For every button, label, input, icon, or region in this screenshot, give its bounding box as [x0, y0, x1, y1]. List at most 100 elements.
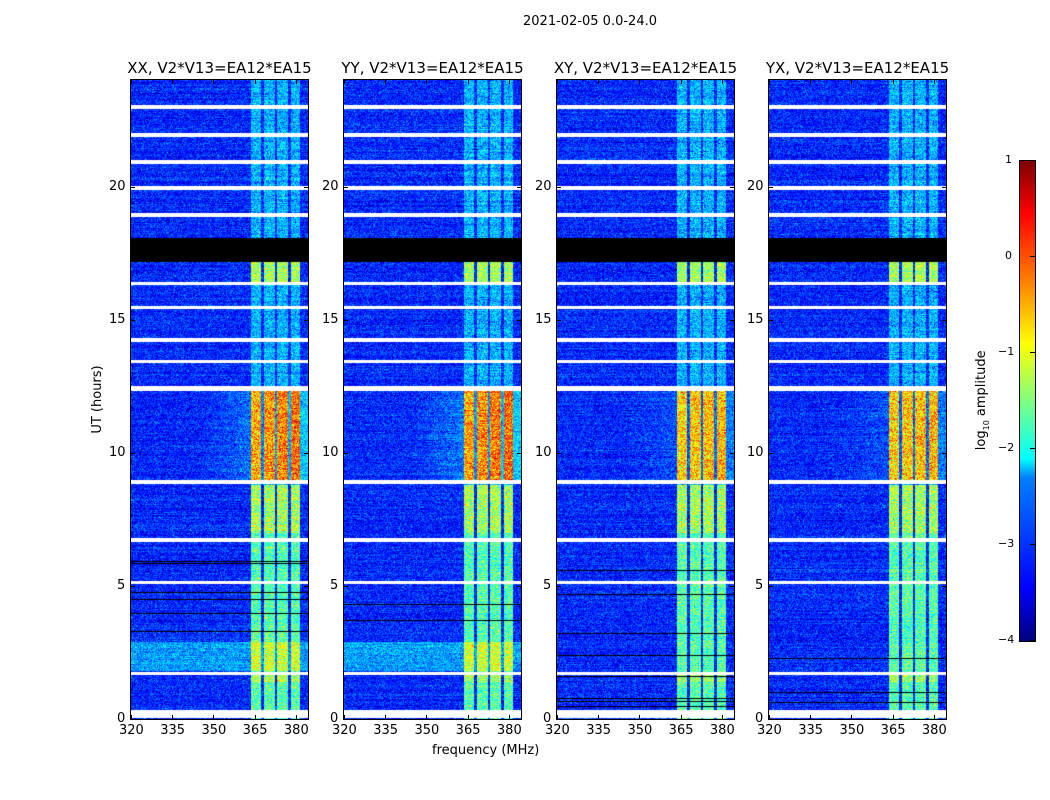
y-tick-label: 5	[117, 577, 126, 593]
x-tick-mark	[721, 715, 723, 719]
x-tick-label: 350	[839, 723, 865, 738]
y-tick-mark-right	[730, 319, 734, 321]
x-tick-mark-top	[467, 80, 469, 84]
y-tick-mark-right	[304, 452, 308, 454]
x-tick-label: 350	[627, 723, 653, 738]
x-tick-label: 380	[709, 723, 735, 738]
y-tick-label: 0	[543, 711, 552, 726]
y-tick-label: 5	[543, 577, 552, 593]
x-tick-mark	[851, 715, 853, 719]
x-tick-mark-top	[933, 80, 935, 84]
x-tick-mark-top	[385, 80, 387, 84]
x-tick-mark-top	[254, 80, 256, 84]
y-tick-label: 15	[747, 311, 764, 327]
y-tick-mark-right	[517, 719, 521, 720]
y-tick-mark	[769, 719, 773, 720]
colorbar-tick-label: −4	[998, 633, 1015, 646]
x-tick-mark	[810, 715, 812, 719]
x-tick-mark	[426, 715, 428, 719]
x-tick-mark	[213, 715, 215, 719]
y-tick-mark-right	[517, 452, 521, 454]
y-tick-mark	[557, 585, 561, 587]
y-tick-mark	[769, 585, 773, 587]
y-tick-mark-right	[517, 186, 521, 188]
x-tick-mark-top	[172, 80, 174, 84]
x-tick-mark-top	[344, 80, 345, 84]
y-tick-label: 10	[109, 444, 126, 460]
y-tick-mark	[769, 319, 773, 321]
x-tick-label: 335	[373, 723, 399, 738]
y-tick-mark	[344, 719, 348, 720]
y-tick-mark	[344, 452, 348, 454]
y-tick-mark-right	[304, 719, 308, 720]
y-tick-label: 0	[330, 711, 339, 726]
waterfall-heatmap	[769, 80, 946, 719]
y-tick-mark-right	[517, 585, 521, 587]
x-tick-mark-top	[680, 80, 682, 84]
x-tick-mark	[598, 715, 600, 719]
y-tick-label: 20	[535, 178, 552, 194]
y-tick-mark	[131, 719, 135, 720]
colorbar-tick-mark	[1030, 448, 1035, 449]
y-tick-mark	[344, 319, 348, 321]
y-tick-mark	[131, 585, 135, 587]
x-tick-label: 350	[201, 723, 227, 738]
heatmap-panel-3	[768, 79, 947, 720]
panel-title: YY, V2*V13=EA12*EA15	[341, 59, 524, 77]
x-tick-label: 335	[798, 723, 824, 738]
y-tick-mark	[344, 585, 348, 587]
x-tick-mark	[385, 715, 387, 719]
x-tick-mark	[892, 715, 894, 719]
x-tick-mark-top	[598, 80, 600, 84]
y-tick-label: 10	[322, 444, 339, 460]
x-tick-mark	[680, 715, 682, 719]
waterfall-heatmap	[557, 80, 734, 719]
y-tick-mark	[131, 319, 135, 321]
x-tick-label: 365	[668, 723, 694, 738]
y-tick-mark-right	[942, 186, 946, 188]
y-tick-mark	[557, 719, 561, 720]
y-tick-mark-right	[942, 319, 946, 321]
y-tick-mark-right	[730, 585, 734, 587]
panel-title: XX, V2*V13=EA12*EA15	[127, 59, 312, 77]
y-tick-mark	[557, 319, 561, 321]
x-tick-label: 380	[496, 723, 522, 738]
y-tick-label: 20	[109, 178, 126, 194]
y-tick-mark	[557, 186, 561, 188]
y-axis-label: UT (hours)	[90, 365, 105, 434]
x-tick-mark	[131, 715, 132, 719]
y-tick-label: 20	[322, 178, 339, 194]
y-tick-label: 20	[747, 178, 764, 194]
x-tick-mark-top	[426, 80, 428, 84]
colorbar-tick-label: −1	[998, 345, 1015, 358]
x-tick-label: 350	[414, 723, 440, 738]
y-tick-mark-right	[730, 719, 734, 720]
x-tick-mark-top	[295, 80, 297, 84]
x-tick-mark-top	[213, 80, 215, 84]
heatmap-panel-0	[130, 79, 309, 720]
y-tick-mark	[131, 186, 135, 188]
colorbar-label: log10 amplitude	[974, 338, 991, 463]
x-tick-label: 380	[921, 723, 947, 738]
x-tick-mark-top	[639, 80, 641, 84]
colorbar-tick-mark	[1030, 640, 1035, 641]
x-tick-mark-top	[810, 80, 812, 84]
y-tick-label: 15	[535, 311, 552, 327]
x-tick-mark	[467, 715, 469, 719]
x-tick-mark	[769, 715, 770, 719]
x-tick-mark-top	[851, 80, 853, 84]
y-tick-mark-right	[304, 186, 308, 188]
y-tick-mark	[769, 452, 773, 454]
y-tick-label: 10	[747, 444, 764, 460]
x-tick-mark	[295, 715, 297, 719]
colorbar-label-sub: 10	[981, 420, 991, 431]
x-tick-mark-top	[557, 80, 558, 84]
y-tick-mark	[557, 452, 561, 454]
x-tick-mark	[933, 715, 935, 719]
waterfall-heatmap	[344, 80, 521, 719]
x-tick-label: 320	[119, 723, 144, 738]
colorbar-tick-mark	[1030, 160, 1035, 161]
y-tick-mark	[769, 186, 773, 188]
y-tick-mark-right	[730, 452, 734, 454]
y-tick-mark-right	[304, 585, 308, 587]
